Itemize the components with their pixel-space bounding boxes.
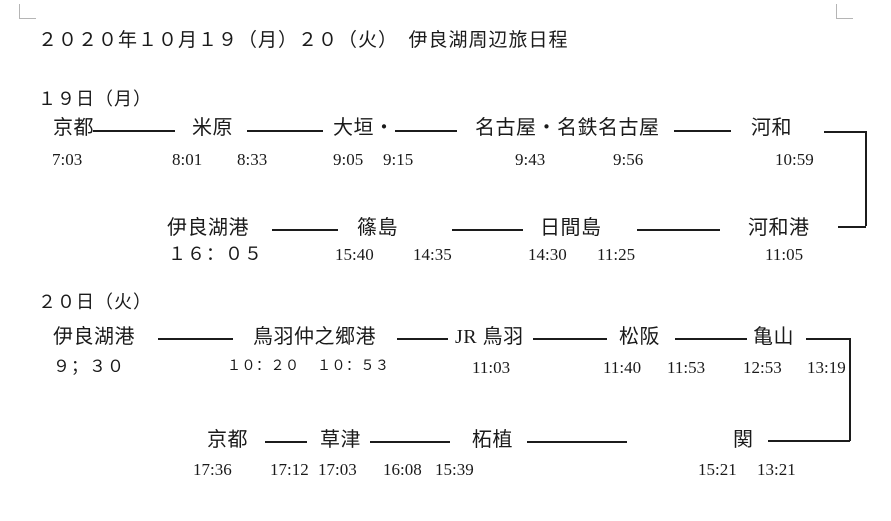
connector-line — [865, 131, 867, 226]
time-label: 7:03 — [52, 150, 83, 169]
station-label: 柘植 — [472, 429, 513, 451]
route-line — [527, 441, 627, 443]
margin-mark-vertical — [836, 4, 837, 19]
time-label: 9:43 — [515, 150, 546, 169]
day1-heading: １９日（月） — [38, 89, 152, 109]
station-label: 京都 — [207, 429, 248, 451]
station-label: 河和 — [751, 117, 792, 139]
time-label: 11:25 — [597, 245, 636, 264]
margin-mark-vertical — [19, 4, 20, 19]
route-line — [533, 338, 607, 340]
time-label: 15:21 — [698, 460, 737, 479]
station-label: 伊良湖港 — [167, 217, 249, 239]
connector-line — [849, 338, 851, 441]
route-line — [265, 441, 307, 443]
page-title: ２０２０年１０月１９（月）２０（火） 伊良湖周辺旅日程 — [38, 30, 569, 51]
station-label: JR 鳥羽 — [455, 326, 524, 348]
route-line — [824, 131, 866, 133]
route-line — [247, 130, 323, 132]
route-line — [158, 338, 233, 340]
route-line — [806, 338, 850, 340]
time-label: 15:39 — [435, 460, 474, 479]
station-label: 大垣・ — [333, 117, 395, 139]
time-label: 15:40 — [335, 245, 374, 264]
route-line — [674, 130, 731, 132]
route-line — [452, 229, 523, 231]
time-label: 13:21 — [757, 460, 796, 479]
margin-mark-horizontal — [836, 18, 853, 19]
time-label: 17:03 — [318, 460, 357, 479]
time-label: 11:53 — [667, 358, 706, 377]
time-label: 8:01 — [172, 150, 203, 169]
route-line — [397, 338, 448, 340]
time-label: 11:05 — [765, 245, 804, 264]
route-line — [838, 226, 866, 228]
station-label: 京都 — [53, 117, 94, 139]
time-label: 17:36 — [193, 460, 232, 479]
day2-heading: ２０日（火） — [38, 292, 152, 312]
time-label: 12:53 — [743, 358, 782, 377]
station-label: 関 — [733, 429, 754, 451]
time-label: 11:03 — [472, 358, 511, 377]
route-line — [370, 441, 450, 443]
station-label: 名古屋・名鉄名古屋 — [475, 117, 660, 139]
time-label: 8:33 — [237, 150, 268, 169]
time-label: １０：２０ — [227, 359, 300, 374]
time-label: ９；３０ — [53, 357, 125, 376]
station-label: 日間島 — [540, 217, 602, 239]
time-label: 10:59 — [775, 150, 814, 169]
time-label: 11:40 — [603, 358, 642, 377]
time-label: 9:05 — [333, 150, 364, 169]
time-label: 13:19 — [807, 358, 846, 377]
time-label: 9:15 — [383, 150, 414, 169]
station-label: 篠島 — [357, 217, 398, 239]
time-label: １０：５３ — [317, 359, 390, 374]
station-label: 伊良湖港 — [53, 326, 135, 348]
route-line — [395, 130, 457, 132]
time-label: 16:08 — [383, 460, 422, 479]
time-label: 14:35 — [413, 245, 452, 264]
time-label: １６：０５ — [168, 244, 263, 264]
time-label: 9:56 — [613, 150, 644, 169]
route-line — [768, 440, 850, 442]
margin-mark-horizontal — [19, 18, 36, 19]
route-line — [675, 338, 747, 340]
station-label: 松阪 — [619, 326, 660, 348]
station-label: 亀山 — [753, 326, 794, 348]
station-label: 鳥羽仲之郷港 — [253, 326, 376, 348]
time-label: 17:12 — [270, 460, 309, 479]
route-line — [272, 229, 338, 231]
station-label: 草津 — [320, 429, 361, 451]
route-line — [637, 229, 720, 231]
time-label: 14:30 — [528, 245, 567, 264]
station-label: 米原 — [192, 117, 233, 139]
route-line — [93, 130, 175, 132]
station-label: 河和港 — [748, 217, 810, 239]
